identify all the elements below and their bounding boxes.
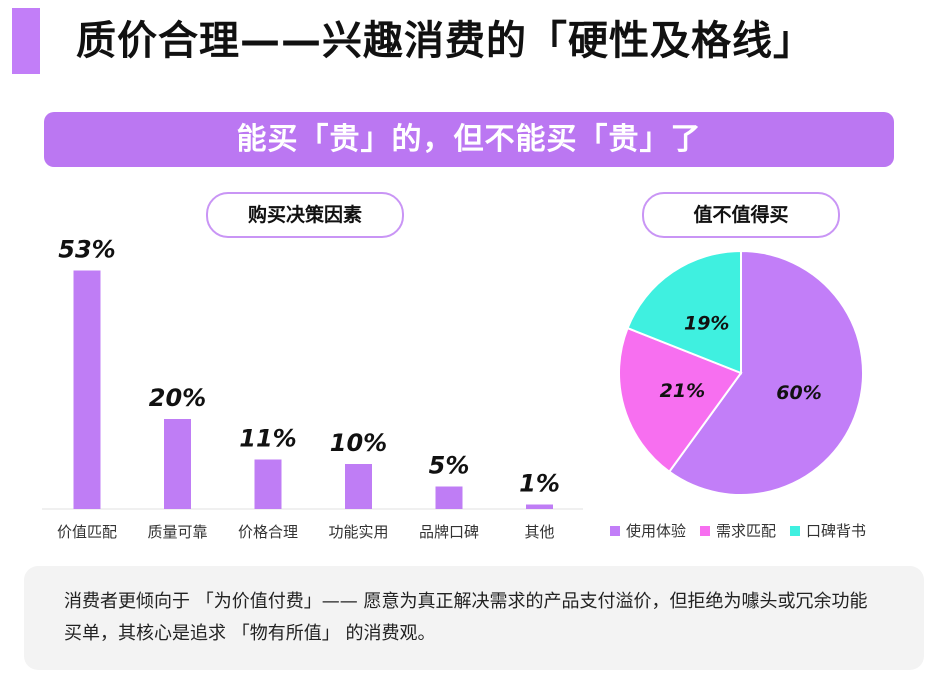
bar-value-label: 10% [330, 429, 387, 457]
bar-1 [73, 270, 101, 509]
legend-item: 口碑背书 [790, 520, 866, 541]
pie-slice-2 [618, 326, 743, 474]
bar-chart-title: 购买决策因素 [206, 192, 404, 238]
legend-label: 口碑背书 [806, 522, 867, 540]
legend-item: 需求匹配 [700, 520, 776, 541]
pie-value-label: 60% [776, 382, 821, 404]
bar-category-label: 功能实用 [328, 523, 388, 541]
bar-5 [435, 486, 463, 509]
pie-chart-title: 值不值得买 [642, 192, 840, 238]
bar-6 [526, 504, 553, 509]
bar-category-label: 价值匹配 [57, 523, 117, 541]
bar-category-label: 质量可靠 [147, 523, 207, 541]
bar-value-label: 11% [239, 425, 296, 453]
pie-value-label: 19% [684, 313, 729, 335]
summary-text: 消费者更倾向于 「为价值付费」—— 愿意为真正解决需求的产品支付溢价，但拒绝为噱… [64, 591, 868, 644]
bar-category-label: 价格合理 [238, 523, 298, 541]
page-title: 质价合理——兴趣消费的「硬性及格线」 [76, 18, 814, 64]
legend-swatch [790, 525, 801, 536]
banner: 能买「贵」的，但不能买「贵」了 [44, 112, 894, 167]
bar-category-label: 其他 [524, 523, 554, 541]
pie-slice-1 [667, 249, 864, 496]
legend-label: 使用体验 [626, 522, 687, 540]
legend-swatch [610, 525, 620, 536]
pie-slice-3 [626, 249, 742, 375]
title-accent-bar [12, 8, 40, 74]
bar-2 [164, 419, 191, 509]
pie-legend: 使用体验 需求匹配 口碑背书 [610, 520, 866, 541]
bar-value-label: 1% [519, 470, 560, 498]
bar-4 [345, 464, 372, 509]
bar-value-label: 20% [149, 384, 206, 412]
legend-label: 需求匹配 [716, 522, 777, 540]
legend-item: 使用体验 [610, 520, 686, 541]
bar-category-label: 品牌口碑 [419, 523, 479, 541]
bar-value-label: 53% [58, 236, 115, 264]
bar-3 [254, 459, 282, 509]
bar-value-label: 5% [429, 452, 470, 480]
legend-swatch [700, 525, 711, 536]
summary-box: 消费者更倾向于 「为价值付费」—— 愿意为真正解决需求的产品支付溢价，但拒绝为噱… [24, 566, 924, 670]
pie-value-label: 21% [660, 380, 705, 402]
